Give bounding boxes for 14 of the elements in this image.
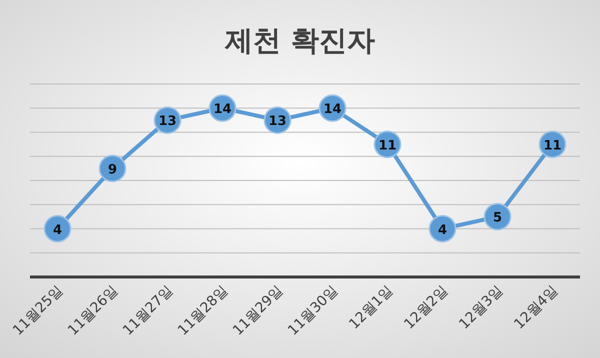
data-label: 5 bbox=[492, 210, 502, 226]
data-label: 4 bbox=[438, 222, 448, 238]
data-label: 13 bbox=[268, 114, 287, 130]
point bbox=[484, 202, 512, 230]
data-label: 14 bbox=[213, 102, 232, 118]
point bbox=[44, 215, 72, 242]
data-label: 11 bbox=[378, 138, 397, 154]
data-label: 11 bbox=[543, 138, 562, 154]
data-label: 13 bbox=[158, 114, 177, 130]
data-label: 14 bbox=[323, 102, 342, 118]
data-label: 4 bbox=[52, 222, 62, 238]
data-label: 9 bbox=[108, 162, 118, 178]
chart-title: 제천 확진자 bbox=[224, 24, 375, 57]
point bbox=[428, 215, 456, 242]
